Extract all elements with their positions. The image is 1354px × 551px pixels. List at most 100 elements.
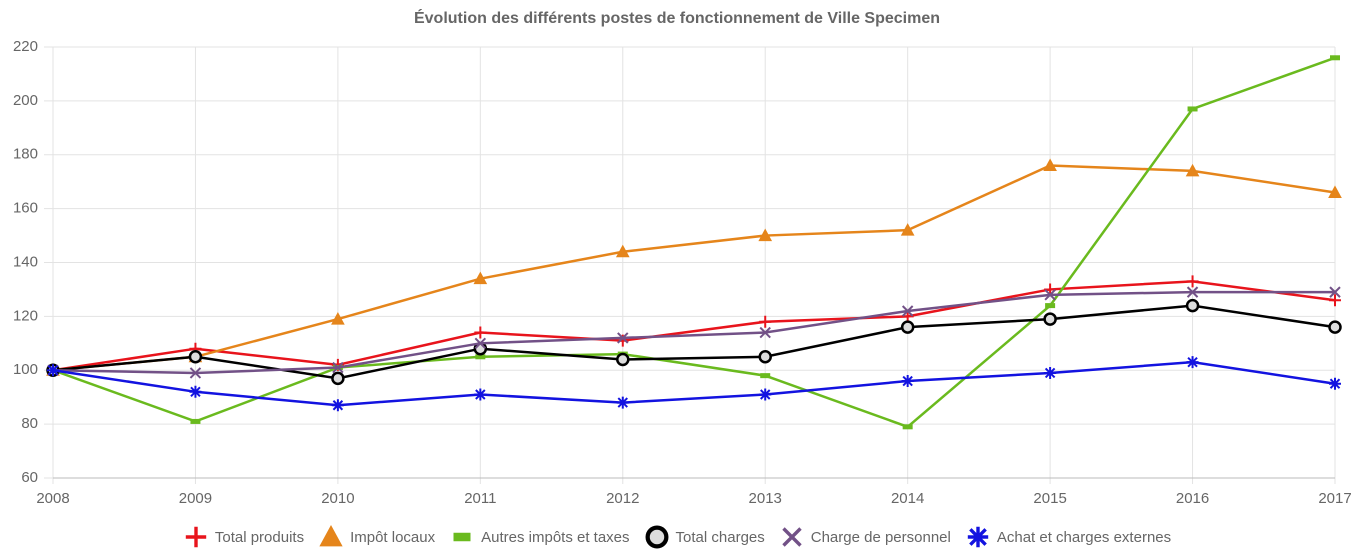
legend-item[interactable]: Total produits: [183, 524, 304, 550]
marker: [645, 525, 669, 549]
marker: [190, 418, 201, 424]
marker: [900, 320, 915, 334]
marker: [617, 332, 629, 344]
marker: [1329, 294, 1341, 307]
marker: [759, 315, 772, 328]
marker: [967, 526, 989, 548]
marker: [1185, 163, 1200, 177]
marker: [185, 526, 207, 548]
marker: [1043, 312, 1057, 326]
marker: [901, 375, 914, 388]
legend-marker: [185, 526, 207, 548]
marker: [760, 373, 771, 379]
y-tick-label: 160: [13, 200, 38, 217]
x-tick-label: 2010: [321, 490, 354, 507]
x-tick-label: 2013: [749, 490, 782, 507]
y-tick-label: 100: [13, 361, 38, 378]
marker: [47, 364, 59, 377]
marker: [902, 424, 913, 430]
legend-label: Total produits: [214, 528, 305, 546]
marker: [1185, 298, 1200, 313]
marker: [474, 326, 487, 339]
y-tick-label: 200: [13, 92, 38, 109]
legend-marker: [453, 532, 471, 542]
chart: Évolution des différents postes de fonct…: [13, 8, 1352, 507]
legend-label: Impôt locaux: [350, 528, 436, 546]
marker: [758, 350, 772, 364]
legend-marker: [319, 525, 343, 547]
x-tick-label: 2008: [36, 490, 69, 507]
marker: [1043, 158, 1057, 172]
marker: [319, 525, 343, 547]
marker: [331, 371, 345, 386]
marker: [453, 532, 471, 542]
marker: [475, 354, 486, 360]
legend: Total produits Impôt locaux Autres impôts …: [0, 524, 1354, 550]
legend-label: Achat et charges externes: [996, 528, 1172, 546]
y-tick-label: 120: [13, 307, 38, 324]
marker: [616, 396, 629, 409]
series-line: [52, 280, 1336, 372]
marker: [189, 367, 202, 379]
marker: [1187, 106, 1198, 112]
series-line: [52, 56, 1336, 429]
legend-marker: [645, 525, 669, 549]
marker: [332, 361, 344, 374]
marker: [782, 527, 802, 547]
marker: [474, 337, 487, 350]
x-tick-label: 2011: [464, 490, 496, 507]
legend-item[interactable]: Total charges: [644, 524, 765, 550]
marker: [1330, 55, 1340, 61]
legend-label: Total charges: [675, 528, 765, 546]
marker: [473, 271, 488, 285]
x-tick-label: 2016: [1176, 490, 1209, 507]
series-line: [52, 290, 1335, 375]
marker: [474, 388, 487, 401]
marker: [1186, 286, 1199, 298]
marker: [1045, 303, 1056, 309]
y-tick-label: 180: [13, 146, 38, 163]
x-tick-label: 2009: [179, 490, 212, 507]
marker: [1044, 366, 1057, 379]
marker: [616, 352, 630, 367]
legend-label: Charge de personnel: [810, 528, 951, 546]
marker: [1329, 286, 1341, 298]
marker: [1186, 275, 1199, 288]
legend-label: Autres impôts et taxes: [481, 528, 630, 546]
x-tick-label: 2012: [606, 490, 639, 507]
series-line: [52, 164, 1336, 372]
x-tick-label: 2017: [1318, 490, 1351, 507]
marker: [189, 385, 202, 398]
marker: [615, 244, 630, 258]
series-line: [52, 360, 1336, 407]
marker: [331, 312, 345, 325]
x-tick-label: 2014: [891, 490, 924, 507]
marker: [616, 334, 629, 347]
y-tick-label: 140: [13, 253, 38, 270]
marker: [758, 228, 773, 242]
legend-item[interactable]: Charge de personnel: [779, 524, 951, 550]
marker: [1328, 185, 1342, 198]
marker: [1186, 356, 1199, 369]
marker: [759, 388, 772, 401]
chart-title: Évolution des différents postes de fonct…: [414, 8, 940, 27]
marker: [900, 223, 915, 236]
y-tick-label: 220: [13, 38, 38, 55]
legend-marker: [967, 526, 989, 548]
marker: [1329, 377, 1341, 390]
legend-marker: [782, 527, 802, 547]
legend-item[interactable]: Autres impôts et taxes: [449, 524, 630, 550]
x-tick-label: 2015: [1033, 490, 1066, 507]
marker: [759, 326, 771, 339]
y-tick-label: 60: [21, 469, 38, 486]
legend-item[interactable]: Achat et charges externes: [965, 524, 1171, 550]
marker: [331, 399, 344, 412]
marker: [901, 305, 914, 317]
marker: [1044, 289, 1056, 301]
legend-item[interactable]: Impôt locaux: [318, 524, 435, 550]
marker: [1328, 320, 1342, 334]
y-tick-label: 80: [21, 415, 38, 432]
series-line: [52, 304, 1336, 380]
marker: [188, 350, 203, 364]
